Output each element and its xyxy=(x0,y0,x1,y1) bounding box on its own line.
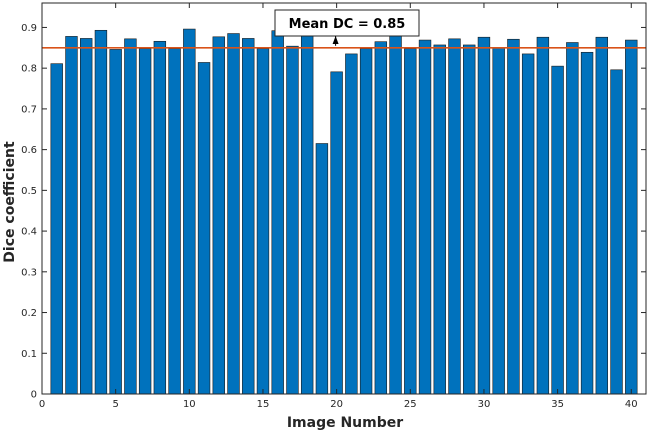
ticks-group: 0 5 10 15 20 25 30 35 40 0 0.1 0.2 0.3 0.4 0.5 0.6 0.7 0.… xyxy=(21,3,646,410)
bar-18 xyxy=(300,31,314,395)
y-tick-label-4: 0.4 xyxy=(21,227,37,238)
bar-32 xyxy=(507,38,520,395)
bar-6 xyxy=(124,38,137,395)
bar-37 xyxy=(580,51,594,395)
bar-31 xyxy=(492,47,505,395)
bar-9 xyxy=(168,48,181,395)
bar-20 xyxy=(330,71,343,395)
bar-12 xyxy=(212,36,225,395)
bar-8 xyxy=(153,40,167,395)
bar-30 xyxy=(477,36,491,395)
x-tick-label-35: 35 xyxy=(551,399,564,410)
annotation-text: Mean DC = 0.85 xyxy=(289,17,406,32)
bar-29 xyxy=(463,44,476,395)
bar-19 xyxy=(315,143,329,395)
x-tick-label-40: 40 xyxy=(625,399,638,410)
bar-39 xyxy=(610,69,623,395)
y-tick-label-6: 0.6 xyxy=(21,145,37,156)
x-tick-label-20: 20 xyxy=(330,399,343,410)
bar-21 xyxy=(345,53,358,395)
y-tick-label-3: 0.3 xyxy=(21,267,37,278)
bar-27 xyxy=(433,44,446,395)
x-tick-label-30: 30 xyxy=(478,399,491,410)
bar-4 xyxy=(94,29,108,395)
axes-group xyxy=(41,2,647,395)
bars-group xyxy=(50,28,638,395)
bar-23 xyxy=(374,41,388,395)
x-tick-label-0: 0 xyxy=(39,399,45,410)
x-tick-label-5: 5 xyxy=(112,399,118,410)
y-tick-label-0: 0 xyxy=(31,390,37,401)
bar-22 xyxy=(359,48,373,395)
annotation-arrowhead xyxy=(332,36,339,44)
bar-1 xyxy=(50,63,63,395)
bar-2 xyxy=(65,36,78,395)
bar-36 xyxy=(566,42,579,395)
y-tick-label-1: 0.1 xyxy=(21,349,37,360)
x-tick-label-10: 10 xyxy=(183,399,196,410)
bar-26 xyxy=(418,39,432,395)
y-tick-label-5: 0.5 xyxy=(21,186,37,197)
bar-38 xyxy=(595,36,608,395)
bar-15 xyxy=(256,48,270,395)
bar-34 xyxy=(536,36,550,395)
y-tick-label-8: 0.8 xyxy=(21,64,37,75)
y-tick-label-9: 0.9 xyxy=(21,23,37,34)
bar-14 xyxy=(242,38,255,395)
y-tick-label-2: 0.2 xyxy=(21,308,37,319)
bar-25 xyxy=(404,48,417,395)
bar-11 xyxy=(197,62,211,395)
bar-28 xyxy=(448,38,461,395)
bar-17 xyxy=(286,45,299,395)
bar-13 xyxy=(227,33,240,395)
bar-24 xyxy=(389,28,402,395)
y-axis-label: Dice coefficient xyxy=(2,141,18,263)
x-tick-label-25: 25 xyxy=(404,399,417,410)
plot-frame xyxy=(41,2,647,395)
bar-16 xyxy=(271,30,284,395)
bar-5 xyxy=(109,49,122,395)
bar-35 xyxy=(551,65,564,395)
bar-7 xyxy=(138,48,152,395)
y-tick-label-7: 0.7 xyxy=(21,104,37,115)
bar-10 xyxy=(183,28,196,395)
bar-33 xyxy=(521,53,535,395)
annotation-box xyxy=(274,9,420,37)
bar-40 xyxy=(625,39,638,395)
mean-annotation: Mean DC = 0.85 xyxy=(274,9,420,46)
x-tick-label-15: 15 xyxy=(257,399,270,410)
bar-3 xyxy=(80,38,93,395)
x-axis-label: Image Number xyxy=(287,415,403,431)
